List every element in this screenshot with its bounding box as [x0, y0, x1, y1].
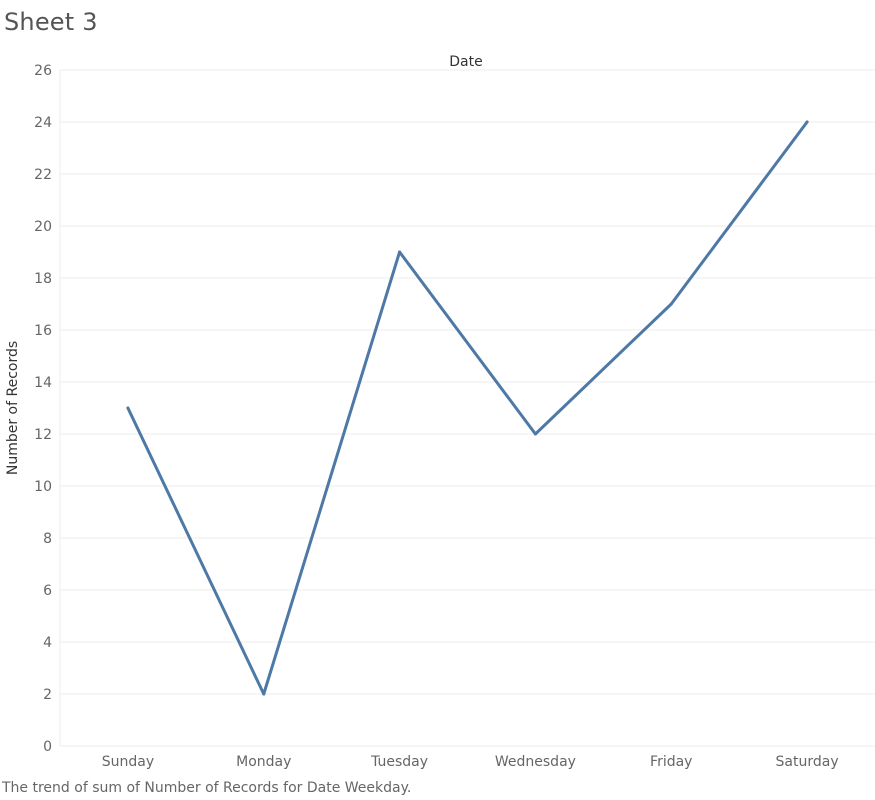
y-tick-label: 22 — [34, 167, 52, 183]
series — [126, 120, 809, 696]
y-tick-label: 12 — [34, 427, 52, 443]
data-point — [126, 406, 130, 410]
y-axis-title: Number of Records — [5, 341, 21, 475]
x-tick-label: Saturday — [776, 754, 839, 770]
x-tick-label: Tuesday — [370, 754, 428, 770]
x-tick-label: Sunday — [102, 754, 154, 770]
y-tick-label: 0 — [43, 739, 52, 755]
y-tick-label: 26 — [34, 63, 52, 79]
data-point — [262, 692, 266, 696]
y-tick-label: 14 — [34, 375, 52, 391]
data-point — [533, 432, 537, 436]
sheet-title: Sheet 3 — [4, 8, 98, 36]
chart-caption: The trend of sum of Number of Records fo… — [2, 780, 412, 796]
gridlines — [60, 69, 875, 695]
y-tick-label: 10 — [34, 479, 52, 495]
line-chart: Date Number of Records 02468101214161820… — [5, 54, 875, 770]
axes — [59, 69, 875, 747]
y-tick-label: 18 — [34, 271, 52, 287]
x-tick-labels: Sunday Monday Tuesday Wednesday Friday Saturd… — [102, 754, 839, 770]
y-tick-label: 6 — [43, 583, 52, 599]
data-point — [805, 120, 809, 124]
y-tick-label: 2 — [43, 687, 52, 703]
column-header-label: Date — [449, 54, 482, 70]
x-tick-label: Friday — [650, 754, 692, 770]
y-tick-label: 4 — [43, 635, 52, 651]
x-tick-label: Wednesday — [495, 754, 576, 770]
y-tick-label: 16 — [34, 323, 52, 339]
y-tick-label: 8 — [43, 531, 52, 547]
y-tick-label: 20 — [34, 219, 52, 235]
data-point — [669, 302, 673, 306]
series-line — [126, 120, 809, 696]
x-tick-label: Monday — [236, 754, 291, 770]
data-point — [398, 250, 402, 254]
y-tick-label: 24 — [34, 115, 52, 131]
